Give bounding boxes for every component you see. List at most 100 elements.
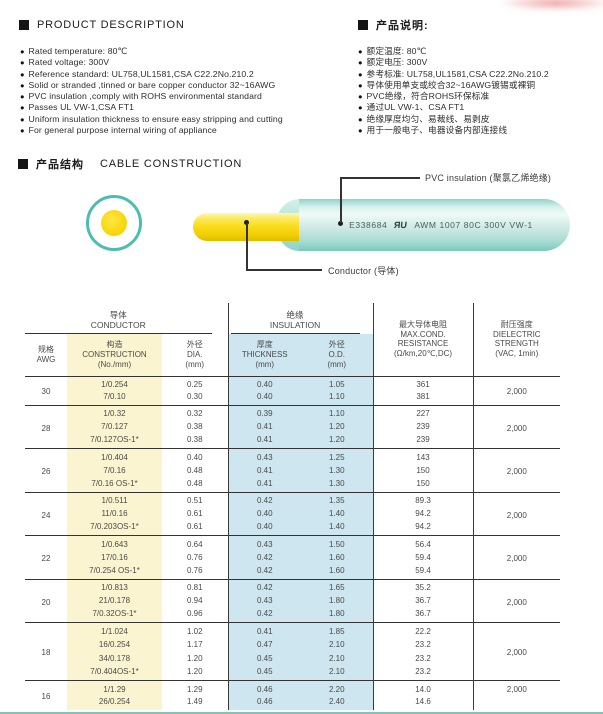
thickness-cell: 0.42	[227, 578, 302, 594]
cable-construction-header: 产品结构 CABLE CONSTRUCTION	[18, 156, 242, 172]
thickness-cell: 0.41	[227, 622, 302, 637]
bullet-text: 导体使用单支或绞合32~16AWG镀锡或裸铜	[366, 79, 536, 90]
dia-cell: 0.96	[186, 609, 203, 619]
od-cell: 1.40	[301, 521, 374, 536]
cable-rating-text: AWM 1007 80C 300V VW-1	[414, 220, 533, 230]
dia-cell: 0.38	[186, 435, 203, 445]
dia-cell: 0.30	[186, 391, 203, 401]
thickness-cell: 0.39	[227, 404, 302, 420]
section-square-icon	[19, 20, 29, 30]
resistance-cell: 56.4	[372, 535, 474, 550]
awg-group-28: 28 1/0.32 0.32 0.39 1.10 227 2,000 7/0.127 0.38 0…	[25, 404, 561, 449]
construction-cell: 7/0.404OS-1*	[67, 666, 162, 681]
resistance-header-en2: RESISTANCE	[397, 339, 449, 349]
bullet-text: PVC insulation ,comply with ROHS environ…	[28, 91, 262, 102]
od-cell: 1.65	[301, 578, 374, 594]
od-cell: 1.20	[301, 419, 374, 434]
construction-title-cn: 产品结构	[36, 159, 84, 171]
resistance-cell: 14.0	[372, 680, 474, 695]
bullet-text: 额定电压: 300V	[366, 57, 428, 68]
construction-cell: 1/0.511	[67, 491, 162, 507]
conductor-group-header: 导体 CONDUCTOR	[25, 303, 228, 334]
table-group-header-row: 导体 CONDUCTOR 绝缘 INSULATION 最大导体电阻 MAX.CO…	[25, 303, 561, 377]
ul-file-number: E338684	[349, 220, 388, 230]
product-description-list: ● Rated temperature: 80℃ ● Rated voltage: 3…	[20, 46, 350, 136]
bullet-text: Uniform insulation thickness to ensure e…	[28, 113, 283, 124]
thickness-cell: 0.40	[227, 506, 302, 521]
spec-row: 30 1/0.254 0.25 0.40 1.05 361 2,000	[25, 375, 561, 405]
conductor-leader-line	[246, 269, 322, 271]
bullet-icon: ●	[358, 114, 363, 124]
od-cell: 1.80	[301, 593, 374, 608]
spec-row: 24 1/0.511 0.51 0.42 1.35 89.3 2,000	[25, 491, 561, 536]
thickness-cell: 0.40	[227, 390, 302, 405]
od-cell: 2.10	[301, 637, 374, 652]
bullet-item: ● For general purpose internal wiring of …	[20, 125, 350, 136]
dielectric-cell: 2,000	[472, 375, 561, 405]
thickness-cell: 0.46	[227, 680, 302, 695]
spec-row: 16/0.254 1.17 0.47 2.10 23.2	[25, 637, 560, 652]
construction-cell: 1/0.813	[67, 578, 162, 594]
product-description-header: PRODUCT DESCRIPTION	[19, 19, 185, 31]
construction-header-en: CONSTRUCTION	[82, 349, 147, 359]
bullet-item: ● 参考标准: UL758,UL1581,CSA C22.2No.210.2	[358, 69, 603, 80]
bullet-item: ● 额定温度: 80℃	[358, 46, 603, 57]
bullet-text: Reference standard: UL758,UL1581,CSA C22…	[28, 68, 254, 79]
spec-row: 28 1/0.32 0.32 0.39 1.10 227 2,000	[25, 404, 561, 449]
bullet-icon: ●	[20, 80, 25, 90]
bullet-icon: ●	[20, 69, 25, 79]
awg-cell: 18	[25, 622, 67, 681]
od-cell: 2.10	[301, 651, 374, 666]
bullet-item: ● 通过UL VW-1、CSA FT1	[358, 102, 603, 113]
construction-cell: 7/0.32OS-1*	[67, 608, 162, 623]
table-subheader-row: 规格 AWG 构造 CONSTRUCTION (No./mm) 外径 DIA. …	[25, 334, 560, 377]
spec-table: 导体 CONDUCTOR 绝缘 INSULATION 最大导体电阻 MAX.CO…	[25, 303, 561, 710]
bullet-item: ● Uniform insulation thickness to ensure …	[20, 114, 350, 125]
dia-cell: 1.29	[162, 680, 229, 695]
bullet-text: 额定温度: 80℃	[366, 46, 427, 56]
bullet-icon: ●	[20, 114, 25, 124]
resistance-header-en1: MAX.COND.	[400, 329, 446, 339]
dielectric-header-cn: 耐压强度	[500, 320, 533, 330]
awg-header-cn: 规格	[38, 344, 54, 354]
awg-cell: 22	[25, 535, 67, 579]
od-cell: 1.35	[301, 491, 374, 507]
bullet-text: For general purpose internal wiring of a…	[28, 125, 217, 136]
construction-cell: 11/0.16	[67, 506, 162, 521]
cropped-logo-smudge	[501, 0, 603, 11]
resistance-cell: 23.2	[372, 666, 474, 681]
resistance-cell: 59.4	[372, 550, 474, 565]
awg-column-header: 规格 AWG	[25, 334, 67, 377]
spec-row: 17/0.16 0.76 0.42 1.60 59.4	[25, 550, 560, 565]
bullet-icon: ●	[20, 47, 25, 56]
construction-cell: 7/0.203OS-1*	[67, 521, 162, 536]
bullet-item: ● Reference standard: UL758,UL1581,CSA C2…	[20, 69, 350, 80]
resistance-cell: 150	[372, 463, 474, 478]
spec-row: 16 1/1.29 1.29 0.46 2.20 14.0 2,000	[25, 680, 561, 710]
construction-cell: 1/0.404	[67, 448, 162, 463]
od-cell: 1.10	[301, 390, 374, 405]
dia-cell: 0.76	[186, 565, 203, 575]
dia-cell: 0.51	[162, 491, 229, 507]
spec-row: 20 1/0.813 0.81 0.42 1.65 35.2 2,000	[25, 578, 561, 623]
od-cell: 1.80	[301, 608, 374, 623]
thickness-cell: 0.43	[227, 448, 302, 463]
od-cell: 1.60	[301, 564, 374, 579]
insulation-group-header: 绝缘 INSULATION	[227, 303, 374, 334]
od-header-en: O.D.	[328, 349, 345, 359]
resistance-column-header: 最大导体电阻 MAX.COND. RESISTANCE (Ω/km,20℃,DC…	[372, 303, 474, 377]
dia-cell: 0.40	[162, 448, 229, 463]
thickness-cell: 0.41	[227, 419, 302, 434]
construction-cell: 1/0.643	[67, 535, 162, 550]
dia-cell: 1.20	[186, 667, 203, 677]
thickness-header-en: THICKNESS	[241, 349, 288, 359]
construction-cell: 1/1.024	[67, 622, 162, 637]
dia-cell: 1.17	[186, 639, 203, 649]
dielectric-header-en2: STRENGTH	[494, 339, 539, 349]
dia-cell: 1.02	[162, 622, 229, 637]
thickness-cell: 0.43	[227, 593, 302, 608]
dielectric-cell: 2,000	[472, 404, 561, 449]
dia-cell: 0.48	[186, 465, 203, 475]
thickness-header-cn: 厚度	[256, 340, 273, 350]
